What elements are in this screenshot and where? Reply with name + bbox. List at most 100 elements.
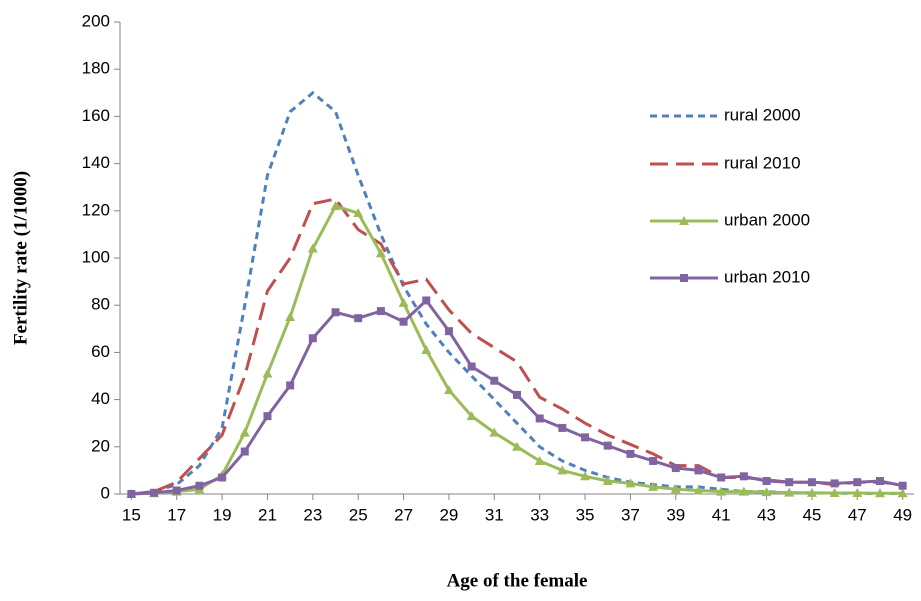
y-tick-label: 20 — [91, 436, 110, 455]
y-tick-label: 200 — [82, 11, 110, 30]
x-tick-label: 43 — [757, 505, 776, 524]
marker — [489, 427, 500, 437]
marker — [466, 411, 477, 421]
marker — [535, 414, 544, 423]
marker — [308, 334, 317, 343]
marker — [852, 488, 863, 498]
legend-marker — [679, 216, 689, 225]
legend-label: rural 2010 — [724, 153, 801, 172]
marker — [172, 486, 181, 495]
marker — [853, 478, 862, 487]
marker — [375, 248, 386, 258]
x-tick-label: 35 — [576, 505, 595, 524]
marker — [693, 485, 704, 495]
marker — [512, 441, 522, 451]
marker — [240, 447, 249, 456]
marker — [807, 478, 816, 487]
x-axis-title: Age of the female — [447, 570, 588, 591]
x-tick-label: 21 — [258, 505, 277, 524]
x-tick-label: 17 — [167, 505, 186, 524]
y-tick-label: 100 — [82, 247, 110, 266]
y-axis-title: Fertility rate (1/1000) — [10, 171, 31, 345]
y-tick-label: 140 — [82, 153, 110, 172]
marker — [422, 296, 431, 305]
marker — [830, 479, 839, 488]
y-tick-label: 0 — [101, 483, 110, 502]
marker — [195, 481, 204, 490]
marker — [739, 472, 748, 481]
marker — [127, 490, 136, 498]
marker — [717, 473, 726, 482]
marker — [580, 471, 591, 481]
marker — [716, 486, 727, 496]
x-tick-label: 27 — [394, 505, 413, 524]
marker — [490, 376, 499, 385]
y-tick-label: 60 — [91, 342, 110, 361]
legend-label: urban 2010 — [724, 267, 810, 286]
marker — [671, 464, 680, 473]
y-tick-label: 80 — [91, 295, 110, 314]
marker — [150, 488, 159, 497]
marker — [762, 477, 771, 486]
marker — [897, 488, 908, 498]
marker — [330, 201, 341, 211]
marker — [875, 477, 884, 486]
marker — [218, 473, 227, 482]
legend-label: rural 2000 — [724, 105, 801, 124]
marker — [558, 423, 567, 432]
x-tick-label: 25 — [349, 505, 368, 524]
x-tick-label: 15 — [122, 505, 141, 524]
marker — [694, 466, 703, 475]
marker — [581, 433, 590, 442]
marker — [398, 297, 409, 307]
marker — [534, 455, 545, 465]
marker — [806, 487, 817, 497]
marker — [761, 487, 772, 497]
x-tick-label: 49 — [893, 505, 912, 524]
legend-label: urban 2000 — [724, 210, 810, 229]
marker — [784, 487, 795, 497]
marker — [263, 412, 272, 421]
marker — [625, 478, 636, 488]
marker — [649, 456, 658, 465]
x-tick-label: 33 — [530, 505, 549, 524]
marker — [262, 368, 273, 378]
x-tick-label: 23 — [303, 505, 322, 524]
x-tick-label: 37 — [621, 505, 640, 524]
marker — [603, 441, 612, 450]
x-tick-label: 31 — [485, 505, 504, 524]
marker — [376, 307, 385, 316]
marker — [467, 362, 476, 371]
marker — [874, 488, 885, 498]
y-tick-label: 120 — [82, 200, 110, 219]
y-tick-label: 160 — [82, 106, 110, 125]
marker — [354, 314, 363, 323]
marker — [557, 465, 568, 475]
x-tick-label: 45 — [802, 505, 821, 524]
x-tick-label: 39 — [666, 505, 685, 524]
marker — [239, 427, 250, 437]
legend-marker — [680, 274, 688, 282]
marker — [602, 476, 613, 486]
marker — [353, 208, 364, 218]
y-tick-label: 180 — [82, 59, 110, 78]
marker — [307, 243, 318, 253]
marker — [670, 484, 681, 494]
marker — [626, 449, 635, 458]
marker — [444, 327, 453, 336]
marker — [399, 317, 408, 326]
marker — [513, 390, 521, 399]
marker — [421, 345, 432, 355]
marker — [738, 486, 749, 496]
marker — [785, 478, 794, 487]
x-tick-label: 19 — [213, 505, 232, 524]
marker — [285, 312, 296, 321]
marker — [331, 308, 340, 317]
marker — [829, 488, 840, 498]
x-tick-label: 41 — [712, 505, 731, 524]
y-tick-label: 40 — [91, 389, 110, 408]
x-tick-label: 47 — [848, 505, 867, 524]
marker — [898, 481, 907, 490]
